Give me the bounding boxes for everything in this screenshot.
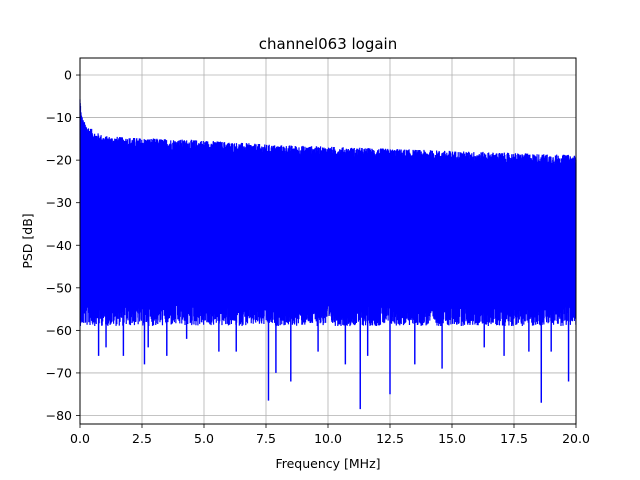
x-axis: 0.0 2.5 5.0 7.5 10.0 12.5 15.0 17.5 20.0 — [70, 424, 590, 446]
x-tick-label: 5.0 — [194, 431, 214, 446]
x-tick-label: 12.5 — [376, 431, 404, 446]
x-tick-label: 7.5 — [256, 431, 276, 446]
y-tick-label: −70 — [46, 365, 72, 380]
y-tick-label: −20 — [46, 153, 72, 168]
y-axis: 0 −10 −20 −30 −40 −50 −60 −70 −80 — [46, 68, 80, 423]
x-tick-label: 15.0 — [438, 431, 466, 446]
y-axis-title: PSD [dB] — [20, 213, 35, 268]
x-tick-label: 17.5 — [500, 431, 528, 446]
psd-line — [79, 99, 577, 410]
chart-title: channel063 logain — [259, 35, 398, 53]
y-tick-label: −80 — [46, 408, 72, 423]
x-tick-label: 10.0 — [314, 431, 342, 446]
x-tick-label: 20.0 — [562, 431, 590, 446]
y-tick-label: 0 — [64, 68, 72, 83]
y-tick-label: −30 — [46, 195, 72, 210]
y-tick-label: −50 — [46, 280, 72, 295]
series-psd — [79, 99, 577, 410]
y-tick-label: −60 — [46, 323, 72, 338]
x-tick-label: 2.5 — [132, 431, 152, 446]
x-axis-title: Frequency [MHz] — [275, 456, 380, 471]
y-tick-label: −10 — [46, 110, 72, 125]
x-tick-label: 0.0 — [70, 431, 90, 446]
y-tick-label: −40 — [46, 238, 72, 253]
